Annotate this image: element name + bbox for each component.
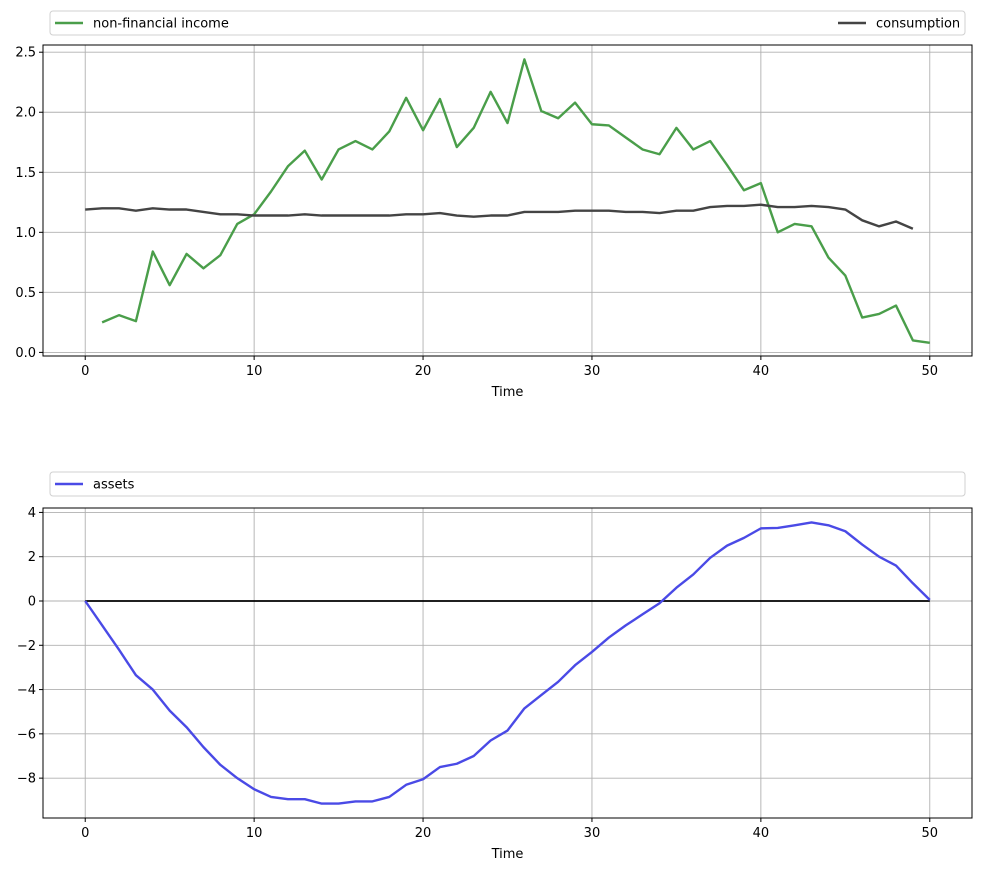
x-tick-label: 40: [753, 364, 770, 379]
series-line-consumption: [85, 203, 914, 230]
x-tick-label: 40: [753, 826, 770, 841]
x-tick-label: 30: [584, 364, 601, 379]
y-tick-label: 0: [28, 595, 36, 610]
x-tick-label: 50: [921, 364, 938, 379]
x-tick-label: 20: [415, 364, 432, 379]
x-tick-label: 20: [415, 826, 432, 841]
x-tick-label: 0: [81, 364, 89, 379]
y-tick-label: −2: [17, 639, 36, 654]
y-tick-label: 0.0: [15, 346, 36, 361]
series-line-non-financial-income: [101, 58, 930, 344]
legend-label: consumption: [876, 17, 960, 32]
y-tick-label: 0.5: [15, 286, 36, 301]
y-tick-label: −6: [17, 727, 36, 742]
x-tick-label: 0: [81, 826, 89, 841]
y-tick-label: −4: [17, 683, 36, 698]
legend-label: assets: [93, 478, 135, 493]
x-axis-label: Time: [491, 847, 524, 862]
y-tick-label: 2.0: [15, 106, 36, 121]
bottom-chart: 0 10 20 30 40 50 −8 −6 −4 −2 0 2 4 Time assets: [17, 471, 973, 862]
plot-frame: [42, 507, 973, 819]
legend: [49, 471, 966, 497]
top-chart: 0 10 20 30 40 50 0.0 0.5 1.0 1.5 2.0 2.5 Time non-fin…: [15, 10, 973, 400]
legend: [49, 10, 966, 36]
y-tick-label: −8: [17, 772, 36, 787]
series-line-assets: [84, 521, 931, 805]
y-tick-label: 1.5: [15, 166, 36, 181]
x-tick-label: 30: [584, 826, 601, 841]
x-tick-label: 10: [246, 364, 263, 379]
x-axis-label: Time: [491, 385, 524, 400]
y-tick-label: 1.0: [15, 226, 36, 241]
y-tick-label: 2: [28, 550, 36, 565]
x-tick-label: 10: [246, 826, 263, 841]
x-tick-label: 50: [921, 826, 938, 841]
legend-label: non-financial income: [93, 17, 229, 32]
y-tick-label: 2.5: [15, 46, 36, 61]
plot-frame: [42, 44, 973, 357]
y-tick-label: 4: [28, 506, 36, 521]
